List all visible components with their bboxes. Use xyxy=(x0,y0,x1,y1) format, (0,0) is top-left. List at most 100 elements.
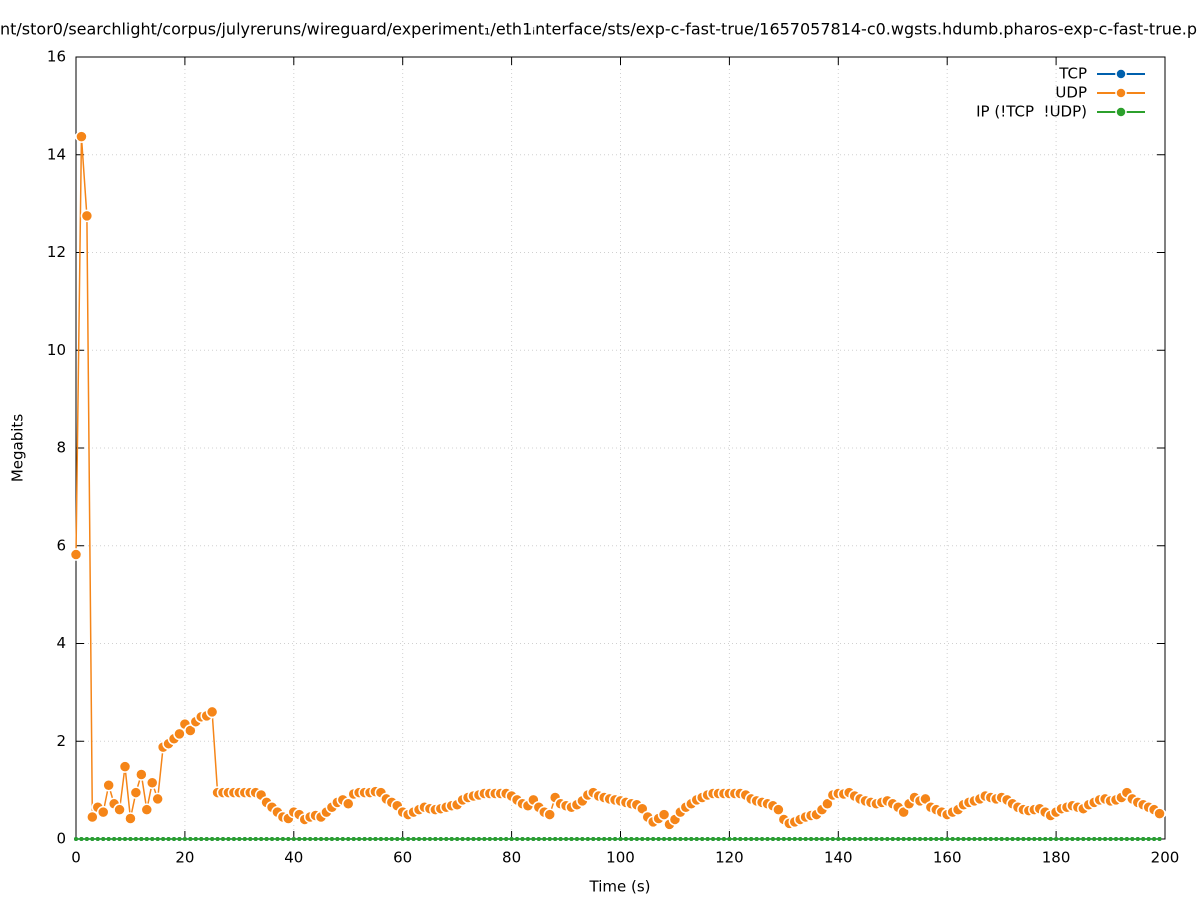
data-point xyxy=(161,837,166,841)
data-point xyxy=(193,837,198,841)
data-point xyxy=(151,792,164,806)
x-tick-label: 180 xyxy=(1042,849,1071,867)
data-point xyxy=(118,760,132,773)
data-point xyxy=(591,837,596,841)
data-point xyxy=(264,837,269,841)
data-point xyxy=(102,778,115,792)
data-point xyxy=(188,837,193,841)
data-point xyxy=(346,837,351,841)
data-point xyxy=(983,837,988,841)
data-point xyxy=(237,837,242,841)
legend-label: IP (!TCP !UDP) xyxy=(976,103,1087,121)
data-point xyxy=(868,837,873,841)
data-point xyxy=(912,837,917,841)
data-point xyxy=(754,837,759,841)
legend-marker xyxy=(1115,106,1127,118)
data-point xyxy=(798,837,803,841)
data-point xyxy=(977,837,982,841)
legend-marker xyxy=(1115,68,1127,80)
data-point xyxy=(1103,837,1108,841)
x-axis-label: Time (s) xyxy=(589,878,651,896)
data-point xyxy=(694,837,699,841)
y-tick-label: 0 xyxy=(56,830,66,848)
data-point xyxy=(1081,837,1086,841)
data-point xyxy=(182,837,187,841)
data-point xyxy=(455,837,460,841)
data-point xyxy=(809,837,814,841)
data-point xyxy=(406,837,411,841)
data-point xyxy=(988,837,993,841)
data-point xyxy=(585,837,590,841)
data-point xyxy=(1092,837,1097,841)
data-point xyxy=(340,837,345,841)
data-point xyxy=(113,803,126,816)
data-point xyxy=(994,837,999,841)
data-point xyxy=(504,837,509,841)
y-tick-label: 14 xyxy=(47,145,66,163)
data-point xyxy=(422,837,427,841)
data-point xyxy=(226,837,231,841)
data-point xyxy=(438,837,443,841)
data-point xyxy=(286,837,291,841)
x-tick-label: 160 xyxy=(933,849,962,867)
data-point xyxy=(324,837,329,841)
data-point xyxy=(123,837,128,841)
data-point xyxy=(1108,837,1113,841)
data-point xyxy=(362,837,367,841)
data-point xyxy=(569,837,574,841)
data-point xyxy=(308,837,313,841)
data-point xyxy=(939,837,944,841)
data-point xyxy=(1086,837,1091,841)
data-point xyxy=(101,837,106,841)
data-point xyxy=(678,837,683,841)
data-point xyxy=(1153,807,1166,820)
data-point xyxy=(140,803,154,816)
data-point xyxy=(96,805,110,819)
data-point xyxy=(1059,837,1064,841)
data-point xyxy=(1054,837,1059,841)
x-tick-label: 40 xyxy=(284,849,303,867)
data-point xyxy=(1021,837,1026,841)
series-line xyxy=(75,136,1160,826)
data-point xyxy=(525,837,530,841)
data-point xyxy=(205,705,219,719)
data-point xyxy=(629,837,634,841)
data-point xyxy=(700,837,705,841)
data-point xyxy=(536,837,541,841)
data-point xyxy=(596,837,601,841)
data-point xyxy=(543,808,556,821)
data-point xyxy=(329,837,334,841)
data-point xyxy=(444,837,449,841)
data-point xyxy=(956,837,961,841)
chart-title: nt/stor0/searchlight/corpus/julyreruns/w… xyxy=(0,20,1197,39)
data-point xyxy=(280,837,285,841)
data-point xyxy=(145,776,159,790)
data-point xyxy=(689,837,694,841)
data-point xyxy=(1124,837,1129,841)
data-point xyxy=(814,837,819,841)
data-point xyxy=(830,837,835,841)
data-point xyxy=(580,837,585,841)
data-point xyxy=(335,837,340,841)
data-point xyxy=(351,837,356,841)
data-point xyxy=(787,837,792,841)
x-tick-label: 0 xyxy=(71,849,81,867)
data-point xyxy=(184,724,197,737)
data-point xyxy=(683,837,688,841)
data-point xyxy=(711,837,716,841)
data-point xyxy=(705,837,710,841)
data-point xyxy=(1157,837,1162,841)
data-point xyxy=(564,837,569,841)
data-point xyxy=(1037,837,1042,841)
data-point xyxy=(667,837,672,841)
y-tick-label: 12 xyxy=(47,243,66,261)
data-point xyxy=(928,837,933,841)
data-point xyxy=(69,548,83,561)
data-point xyxy=(302,837,307,841)
data-point xyxy=(1070,837,1075,841)
data-point xyxy=(558,837,563,841)
data-point xyxy=(135,768,148,781)
data-point xyxy=(95,837,100,841)
data-point xyxy=(662,837,667,841)
data-point xyxy=(1141,837,1146,841)
